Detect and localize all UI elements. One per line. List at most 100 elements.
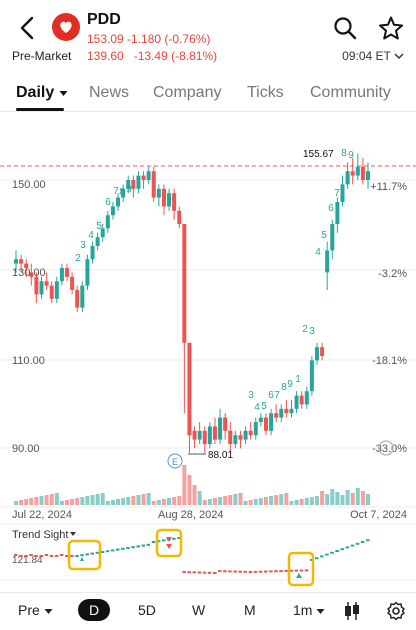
- trend-segment: [294, 569, 299, 572]
- trend-segment: [197, 571, 202, 574]
- trend-segment: [65, 555, 69, 557]
- y-label-130: 130.00: [12, 267, 46, 279]
- candlestick-chart[interactable]: 150.00 130.00 110.00 90.00 +11.7% -3.2% …: [0, 112, 416, 592]
- trend-segment: [314, 557, 319, 560]
- watchlist-star-icon[interactable]: [378, 15, 404, 41]
- volume-bar: [192, 485, 197, 505]
- svg-text:6: 6: [105, 197, 111, 208]
- candle-body: [320, 347, 325, 356]
- candle-body: [304, 391, 309, 405]
- trend-segment: [218, 570, 222, 573]
- trend-segment: [44, 554, 49, 556]
- chart-canvas[interactable]: 150.00 130.00 110.00 90.00 +11.7% -3.2% …: [0, 112, 416, 592]
- trend-segment: [136, 545, 140, 548]
- candle-body: [146, 171, 151, 180]
- trend-segment: [34, 555, 38, 557]
- market-time[interactable]: 09:04 ET: [342, 49, 404, 63]
- candle-body: [19, 259, 24, 264]
- candle-body: [187, 342, 192, 436]
- candle-body: [223, 417, 228, 431]
- volume-bar: [248, 500, 253, 505]
- trend-segment: [49, 555, 54, 557]
- trend-sight-label[interactable]: Trend Sight: [12, 529, 68, 541]
- trend-segment: [366, 539, 370, 542]
- candlestick-type-icon[interactable]: [343, 601, 361, 621]
- trend-segment: [202, 571, 207, 574]
- volume-bar: [299, 499, 304, 505]
- settings-gear-icon[interactable]: [386, 601, 406, 621]
- svg-text:5: 5: [96, 221, 102, 232]
- interval-5d-button[interactable]: 5D: [138, 602, 156, 618]
- candle-body: [192, 430, 197, 440]
- interval-day-button[interactable]: D: [78, 599, 111, 621]
- volume-bar: [269, 496, 274, 505]
- candle-body: [59, 268, 64, 282]
- tab-news[interactable]: News: [89, 84, 130, 101]
- candle-body: [177, 210, 182, 224]
- premarket-pct: (-8.81%): [171, 49, 218, 63]
- trend-segment: [355, 542, 360, 545]
- svg-text:3: 3: [309, 326, 315, 337]
- back-arrow-icon[interactable]: [16, 14, 40, 42]
- caret-down-icon: [316, 609, 325, 614]
- volume-bar: [258, 498, 263, 505]
- candle-body: [218, 417, 223, 440]
- svg-text:2: 2: [75, 253, 81, 264]
- candle-body: [141, 175, 146, 180]
- y-label-110: 110.00: [12, 355, 45, 367]
- trend-segment: [177, 537, 181, 539]
- interval-month-button[interactable]: M: [244, 602, 256, 618]
- candle-body: [65, 268, 70, 277]
- tab-daily[interactable]: Daily: [16, 84, 68, 102]
- interval-minute-button[interactable]: 1m: [293, 602, 325, 618]
- volume-bar: [325, 494, 330, 505]
- trend-segment: [258, 570, 263, 573]
- trend-segment: [192, 571, 197, 574]
- x-label-mid: Aug 28, 2024: [158, 509, 223, 521]
- caret-down-icon: [59, 91, 68, 96]
- trend-sight-caret-icon[interactable]: [70, 532, 76, 536]
- volume-bar: [223, 496, 228, 505]
- trend-segment: [340, 548, 344, 551]
- pre-market-toggle[interactable]: Pre: [18, 602, 53, 618]
- volume-bar: [340, 495, 345, 505]
- volume-bar: [345, 490, 350, 505]
- crosshair-handle-icon[interactable]: [378, 440, 394, 456]
- tab-ticks[interactable]: Ticks: [247, 84, 284, 101]
- active-tab-indicator: [16, 108, 64, 111]
- candle-body: [335, 202, 340, 224]
- tab-community[interactable]: Community: [310, 84, 391, 101]
- earnings-marker-icon[interactable]: [167, 453, 183, 469]
- premarket-change: -13.49: [133, 49, 168, 63]
- trend-segment: [110, 549, 115, 552]
- volume-bar: [54, 493, 59, 505]
- svg-text:6: 6: [328, 203, 334, 214]
- interval-week-button[interactable]: W: [192, 602, 206, 618]
- candles: [14, 153, 370, 453]
- trend-segment: [95, 551, 100, 554]
- trend-segment: [14, 554, 18, 556]
- search-icon[interactable]: [333, 16, 357, 40]
- tab-company[interactable]: Company: [153, 84, 222, 101]
- volume-bar: [70, 499, 75, 505]
- candle-body: [366, 171, 370, 180]
- volume-bar: [116, 499, 121, 505]
- candle-body: [243, 430, 248, 440]
- trend-segment: [228, 570, 232, 573]
- trend-segment: [335, 550, 339, 552]
- volume-bar: [141, 494, 146, 505]
- volume-bar: [202, 500, 207, 505]
- trend-segment: [116, 548, 120, 551]
- y-label-90: 90.00: [12, 443, 40, 455]
- trend-segment: [309, 559, 314, 561]
- volume-bar: [197, 491, 202, 505]
- trend-segment: [146, 543, 151, 546]
- trend-segment: [80, 554, 84, 557]
- trend-segment: [100, 551, 105, 553]
- volume-bar: [151, 501, 156, 505]
- bottom-toolbar: Pre D 5D W M 1m: [0, 592, 416, 630]
- trend-segment: [299, 569, 304, 572]
- candle-body: [172, 193, 177, 211]
- candle-body: [228, 430, 233, 444]
- volume-bar: [238, 493, 243, 505]
